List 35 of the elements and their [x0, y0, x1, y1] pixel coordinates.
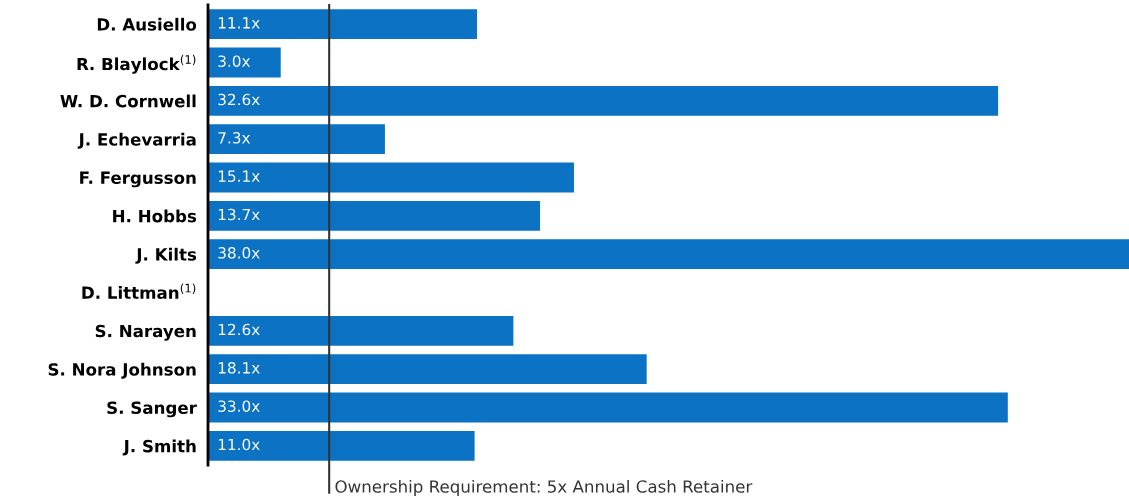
data-label: 7.3x	[218, 132, 251, 144]
bar	[208, 354, 647, 385]
y-tick-label: H. Hobbs	[113, 209, 197, 223]
data-label: 11.1x	[218, 17, 260, 29]
data-label: 32.6x	[218, 93, 260, 106]
y-tick-label: S. Narayen	[95, 324, 196, 341]
y-tick-label: F. Fergusson	[80, 171, 196, 188]
y-tick-label: J. Kilts	[135, 247, 197, 264]
y-tick-label: R. Blaylock$^{(1)}$	[77, 54, 196, 74]
y-tick-label: S. Nora Johnson	[48, 362, 196, 379]
data-label: 38.0x	[218, 247, 260, 259]
y-tick-label: D. Littman$^{(1)}$	[82, 283, 196, 299]
bar	[208, 239, 1129, 270]
bar	[208, 200, 541, 231]
y-tick-label: J. Smith	[122, 439, 196, 456]
bar	[208, 124, 385, 155]
bar	[208, 162, 574, 193]
y-tick-label: S. Sanger	[107, 401, 197, 418]
data-label: 13.7x	[218, 208, 260, 221]
bar	[208, 85, 999, 116]
bar	[208, 47, 281, 78]
data-label: 3.0x	[218, 55, 251, 67]
y-tick-label: D. Ausiello	[97, 17, 197, 31]
bar	[208, 430, 475, 461]
bar	[208, 9, 478, 40]
bar	[208, 315, 514, 346]
data-label: 12.6x	[218, 323, 260, 336]
y-tick-label: J. Echevarria	[77, 132, 196, 149]
data-label: 18.1x	[218, 362, 260, 374]
y-tick-label: W. D. Cornwell	[60, 94, 196, 108]
data-label: 33.0x	[218, 400, 260, 412]
data-label: 11.0x	[218, 438, 260, 451]
ref-line-label: Ownership Requirement: 5x Annual Cash Retainer	[335, 479, 753, 497]
bar	[208, 392, 1008, 423]
data-label: 15.1x	[218, 170, 260, 182]
